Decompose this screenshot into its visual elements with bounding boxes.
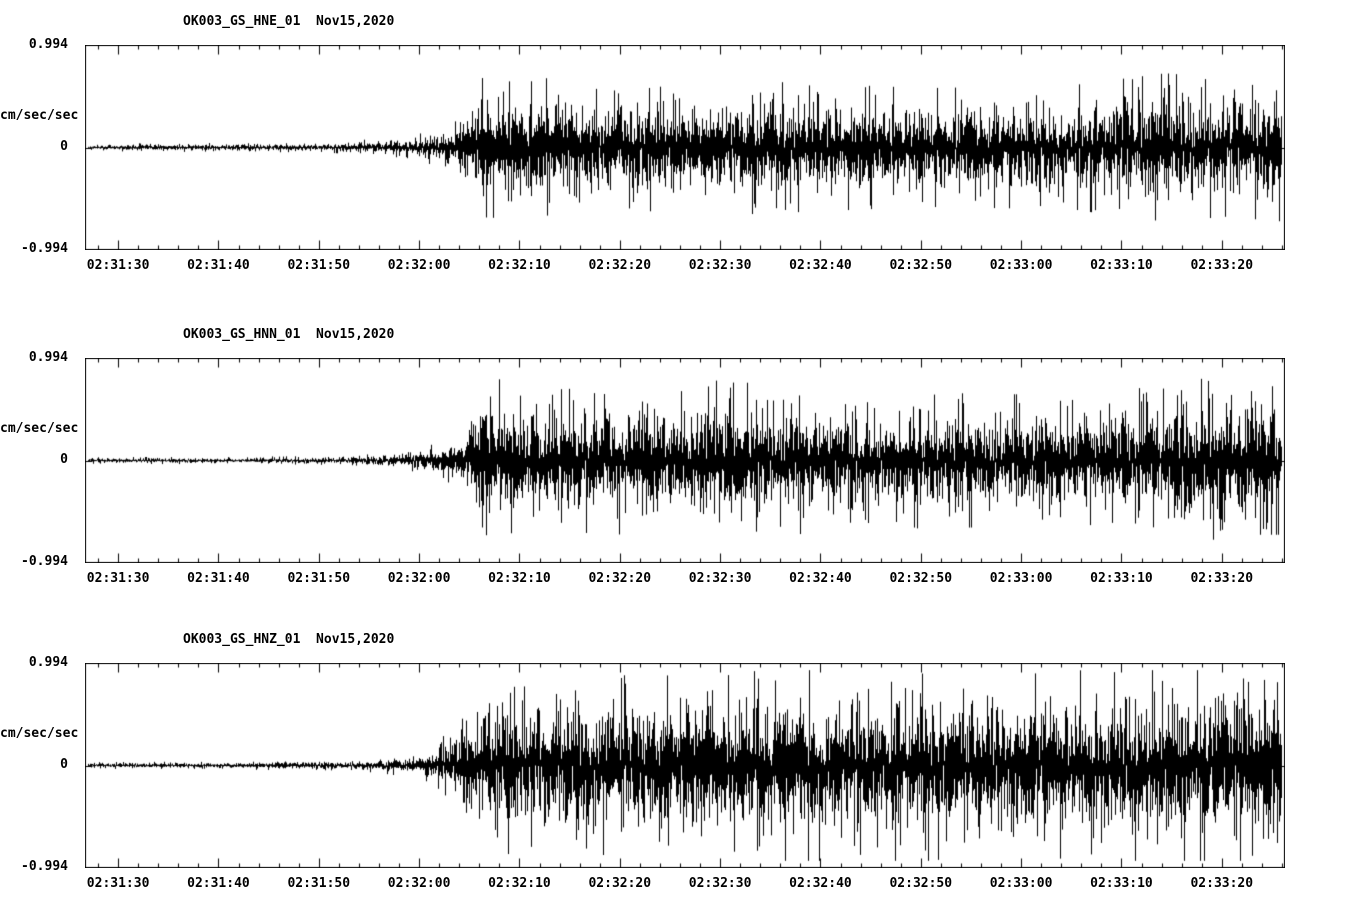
x-tick-label: 02:33:20 — [1190, 876, 1254, 891]
plot-title: OK003_GS_HNE_01 Nov15,2020 — [183, 14, 395, 29]
x-tick-label: 02:32:30 — [688, 876, 752, 891]
x-axis-labels: 02:31:30 02:31:40 02:31:50 02:32:00 02:32:10… — [0, 571, 1358, 589]
x-tick-label: 02:33:20 — [1190, 571, 1254, 586]
x-axis-labels: 02:31:30 02:31:40 02:31:50 02:32:00 02:32:10… — [0, 258, 1358, 276]
x-tick-label: 02:32:40 — [789, 876, 852, 891]
x-tick-label: 02:33:00 — [989, 876, 1053, 891]
waveform-canvas — [85, 663, 1285, 868]
x-tick-label: 02:32:40 — [789, 571, 852, 586]
x-axis-labels: 02:31:30 02:31:40 02:31:50 02:32:00 02:32:10… — [0, 876, 1358, 894]
x-tick-label: 02:32:10 — [488, 571, 551, 586]
x-tick-label: 02:31:50 — [287, 571, 351, 586]
y-tick-max: 0.994 — [28, 655, 68, 670]
x-tick-label: 02:31:30 — [86, 876, 150, 891]
y-tick-zero: 0 — [60, 757, 68, 772]
x-tick-label: 02:31:40 — [187, 876, 250, 891]
seismogram-plot-hnz: OK003_GS_HNZ_01 Nov15,2020 0.994 cm/sec/… — [0, 618, 1358, 923]
seismogram-plot-hne: OK003_GS_HNE_01 Nov15,2020 0.994 cm/sec/… — [0, 0, 1358, 305]
y-tick-zero: 0 — [60, 139, 68, 154]
x-tick-label: 02:32:30 — [688, 258, 752, 273]
x-tick-label: 02:32:10 — [488, 258, 551, 273]
y-tick-max: 0.994 — [28, 37, 68, 52]
x-tick-label: 02:32:40 — [789, 258, 852, 273]
x-tick-label: 02:31:40 — [187, 258, 250, 273]
y-tick-max: 0.994 — [28, 350, 68, 365]
x-tick-label: 02:32:10 — [488, 876, 551, 891]
y-axis-unit: cm/sec/sec — [0, 108, 79, 123]
seismogram-plot-hnn: OK003_GS_HNN_01 Nov15,2020 0.994 cm/sec/… — [0, 313, 1358, 618]
y-tick-min: -0.994 — [21, 554, 68, 569]
y-axis-unit: cm/sec/sec — [0, 726, 79, 741]
x-tick-label: 02:32:50 — [889, 876, 953, 891]
waveform-canvas — [85, 45, 1285, 250]
x-tick-label: 02:32:00 — [387, 571, 451, 586]
x-tick-label: 02:33:00 — [989, 571, 1053, 586]
y-tick-min: -0.994 — [21, 241, 68, 256]
y-tick-min: -0.994 — [21, 859, 68, 874]
x-tick-label: 02:32:50 — [889, 571, 953, 586]
x-tick-label: 02:33:10 — [1090, 571, 1153, 586]
x-tick-label: 02:33:00 — [989, 258, 1053, 273]
x-tick-label: 02:31:50 — [287, 876, 351, 891]
x-tick-label: 02:31:30 — [86, 258, 150, 273]
x-tick-label: 02:33:10 — [1090, 258, 1153, 273]
x-tick-label: 02:32:20 — [588, 571, 652, 586]
x-tick-label: 02:31:40 — [187, 571, 250, 586]
x-tick-label: 02:32:00 — [387, 876, 451, 891]
y-tick-zero: 0 — [60, 452, 68, 467]
x-tick-label: 02:32:00 — [387, 258, 451, 273]
x-tick-label: 02:32:30 — [688, 571, 752, 586]
y-axis-unit: cm/sec/sec — [0, 421, 79, 436]
plot-title: OK003_GS_HNN_01 Nov15,2020 — [183, 327, 395, 342]
x-tick-label: 02:33:10 — [1090, 876, 1153, 891]
waveform-canvas — [85, 358, 1285, 563]
x-tick-label: 02:32:50 — [889, 258, 953, 273]
x-tick-label: 02:33:20 — [1190, 258, 1254, 273]
plot-title: OK003_GS_HNZ_01 Nov15,2020 — [183, 632, 395, 647]
x-tick-label: 02:32:20 — [588, 876, 652, 891]
x-tick-label: 02:31:30 — [86, 571, 150, 586]
x-tick-label: 02:32:20 — [588, 258, 652, 273]
x-tick-label: 02:31:50 — [287, 258, 351, 273]
